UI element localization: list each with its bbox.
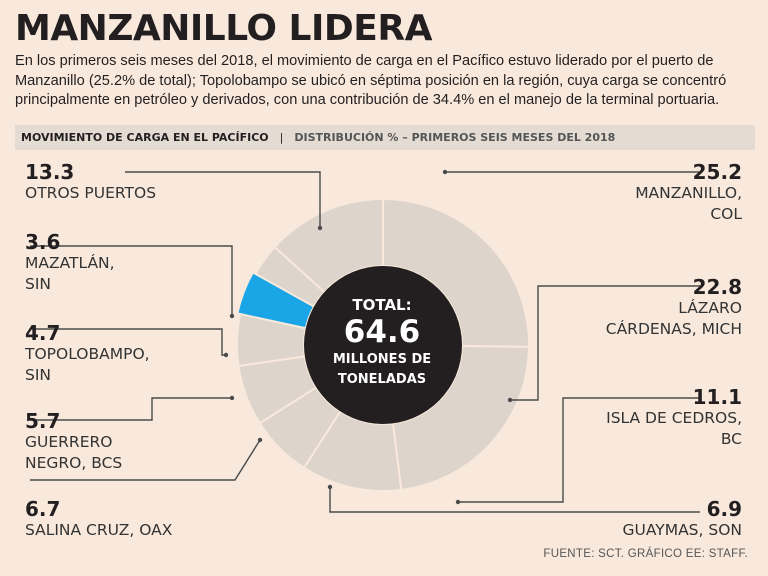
slice-value: 25.2 [692,160,742,184]
slice-label-isla-de-cedros: 11.1 ISLA DE CEDROS, BC [606,386,742,450]
slice-value: 4.7 [25,321,61,345]
slice-label-salina-cruz: 6.7 SALINA CRUZ, OAX [25,498,172,541]
slice-label-mazatlan: 3.6 MAZATLÁN, SIN [25,231,115,295]
intro-paragraph: En los primeros seis meses del 2018, el … [15,53,727,108]
slice-label-lazaro-cardenas: 22.8 LÁZARO CÁRDENAS, MICH [606,276,742,340]
total-unit: MILLONES DE TONELADAS [332,352,432,387]
leader-line [458,397,700,503]
chart-subtitle: DISTRIBUCIÓN % – PRIMEROS SEIS MESES DEL… [294,131,616,144]
source-credit: FUENTE: SCT. GRÁFICO EE: STAFF. [543,548,748,560]
leader-line [30,439,261,481]
total-value: 64.6 [343,314,421,350]
slice-name: GUERRERO NEGRO, BCS [25,433,123,472]
leader-dot [507,397,513,403]
leader-dot [223,352,229,358]
slice-value: 11.1 [692,385,742,409]
slice-name: OTROS PUERTOS [25,184,157,202]
slice-name: GUAYMAS, SON [622,521,742,539]
slice-name: SALINA CRUZ, OAX [25,521,173,539]
slice-label-manzanillo: 25.2 MANZANILLO, COL [635,161,742,225]
headline: MANZANILLO LIDERA [15,8,432,49]
header-separator: | [279,131,284,144]
slice-name: MANZANILLO, COL [635,184,742,223]
leader-dot [229,313,235,319]
leader-dot [327,484,333,490]
chart-header-bar: MOVIMIENTO DE CARGA EN EL PACÍFICO | DIS… [15,125,755,150]
slice-value: 22.8 [692,275,742,299]
slice-name: LÁZARO CÁRDENAS, MICH [605,299,742,338]
slice-name: MAZATLÁN, SIN [25,254,115,293]
leader-dot [257,437,263,443]
slice-name: TOPOLOBAMPO, SIN [25,345,150,384]
slice-label-topolobampo: 4.7 TOPOLOBAMPO, SIN [25,322,150,386]
leader-dot [229,395,235,401]
leader-line [125,171,321,228]
chart-title: MOVIMIENTO DE CARGA EN EL PACÍFICO [21,131,269,144]
slice-label-guaymas: 6.9 GUAYMAS, SON [622,498,742,541]
slice-value: 6.7 [25,497,61,521]
donut-center [304,266,462,424]
leader-line [510,285,700,401]
leader-line [329,487,700,513]
slice-value: 6.9 [706,497,742,521]
leader-line [30,245,233,316]
slice-label-guerrero-negro: 5.7 GUERRERO NEGRO, BCS [25,410,122,474]
total-label: TOTAL: [352,296,412,314]
donut-center-total: TOTAL: 64.6 MILLONES DE TONELADAS [305,296,459,390]
slice-value: 5.7 [25,409,61,433]
leader-dot [442,169,448,175]
slice-name: ISLA DE CEDROS, BC [606,409,742,448]
slice-label-otros-puertos: 13.3 OTROS PUERTOS [25,161,156,204]
slice-value: 13.3 [25,160,75,184]
leader-dot [455,499,461,505]
leader-line [30,397,232,421]
leader-dot [317,225,323,231]
slice-value: 3.6 [25,230,61,254]
